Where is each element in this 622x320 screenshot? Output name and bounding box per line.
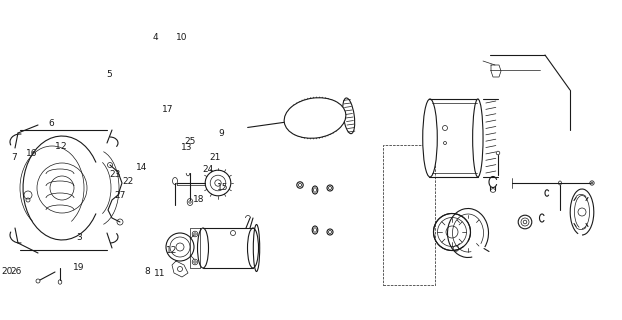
Text: 15: 15: [216, 182, 228, 191]
Text: 21: 21: [210, 154, 221, 163]
Text: 17: 17: [162, 105, 174, 114]
Text: 4: 4: [152, 34, 159, 43]
Text: 23: 23: [110, 170, 121, 179]
Ellipse shape: [473, 99, 483, 177]
Text: 11: 11: [154, 269, 165, 278]
Text: 8: 8: [145, 267, 151, 276]
Text: 12: 12: [166, 246, 178, 255]
Text: 1: 1: [55, 142, 60, 151]
Text: 27: 27: [115, 191, 126, 200]
Text: 16: 16: [27, 149, 38, 158]
Ellipse shape: [423, 99, 437, 177]
Text: 14: 14: [136, 164, 147, 172]
Text: 25: 25: [185, 138, 196, 147]
Text: 7: 7: [11, 153, 17, 162]
Text: 3: 3: [76, 234, 82, 243]
Text: 20: 20: [1, 267, 12, 276]
Text: 13: 13: [181, 143, 193, 153]
Text: 9: 9: [218, 130, 225, 139]
Ellipse shape: [284, 98, 346, 138]
Text: 22: 22: [122, 178, 133, 187]
Text: 26: 26: [11, 267, 22, 276]
Text: 6: 6: [48, 119, 54, 129]
Text: 24: 24: [202, 165, 213, 174]
Bar: [383, 145, 435, 285]
Text: 18: 18: [193, 196, 205, 204]
Text: 2: 2: [61, 142, 67, 151]
Text: 5: 5: [106, 70, 112, 79]
Text: 19: 19: [73, 262, 84, 271]
Text: 10: 10: [176, 34, 188, 43]
